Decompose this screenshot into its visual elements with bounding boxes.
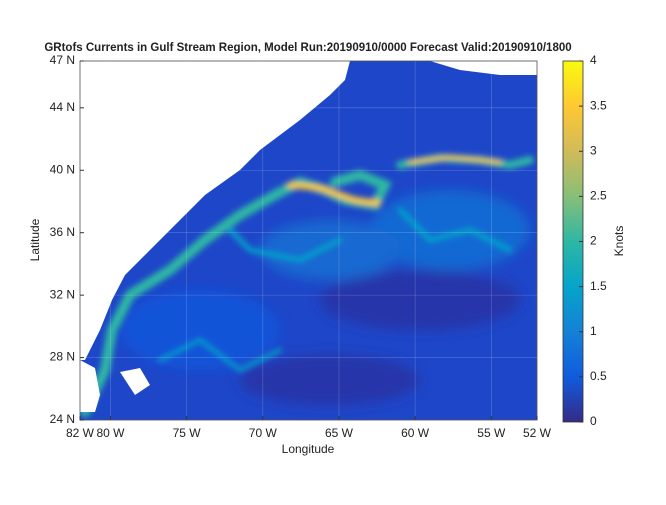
x-axis-label: Longitude — [282, 442, 335, 456]
colorbar-tick-label: 1.5 — [590, 279, 607, 293]
y-tick-label: 47 N — [50, 53, 75, 67]
x-tick-label: 52 W — [523, 426, 552, 440]
y-tick-label: 28 N — [50, 350, 75, 364]
colorbar-tick-label: 4 — [590, 53, 597, 67]
x-tick-label: 75 W — [173, 426, 202, 440]
y-axis-label: Latitude — [28, 218, 42, 261]
colorbar-tick-label: 3.5 — [590, 98, 607, 112]
colorbar-tick-label: 0 — [590, 414, 597, 428]
x-tick-label: 82 W — [66, 426, 95, 440]
colorbar-tick-label: 3 — [590, 143, 597, 157]
colorbar-tick-label: 1 — [590, 324, 597, 338]
plot-frame — [79, 60, 538, 421]
colorbar-label: Knots — [612, 226, 626, 257]
y-tick-label: 36 N — [50, 225, 75, 239]
y-tick-label: 40 N — [50, 162, 75, 176]
x-tick-label: 55 W — [477, 426, 506, 440]
colorbar-tick-label: 2 — [590, 234, 597, 248]
y-tick-label: 44 N — [50, 100, 75, 114]
x-tick-label: 65 W — [325, 426, 354, 440]
current-field — [80, 61, 537, 420]
x-tick-label: 60 W — [401, 426, 430, 440]
x-tick-label: 70 W — [249, 426, 278, 440]
x-tick-label: 80 W — [96, 426, 125, 440]
colorbar-tick-label: 2.5 — [590, 189, 607, 203]
y-tick-label: 24 N — [50, 412, 75, 426]
chart-title: GRtofs Currents in Gulf Stream Region, M… — [44, 42, 571, 54]
colorbar-tick-label: 0.5 — [590, 369, 607, 383]
y-tick-label: 32 N — [50, 287, 75, 301]
